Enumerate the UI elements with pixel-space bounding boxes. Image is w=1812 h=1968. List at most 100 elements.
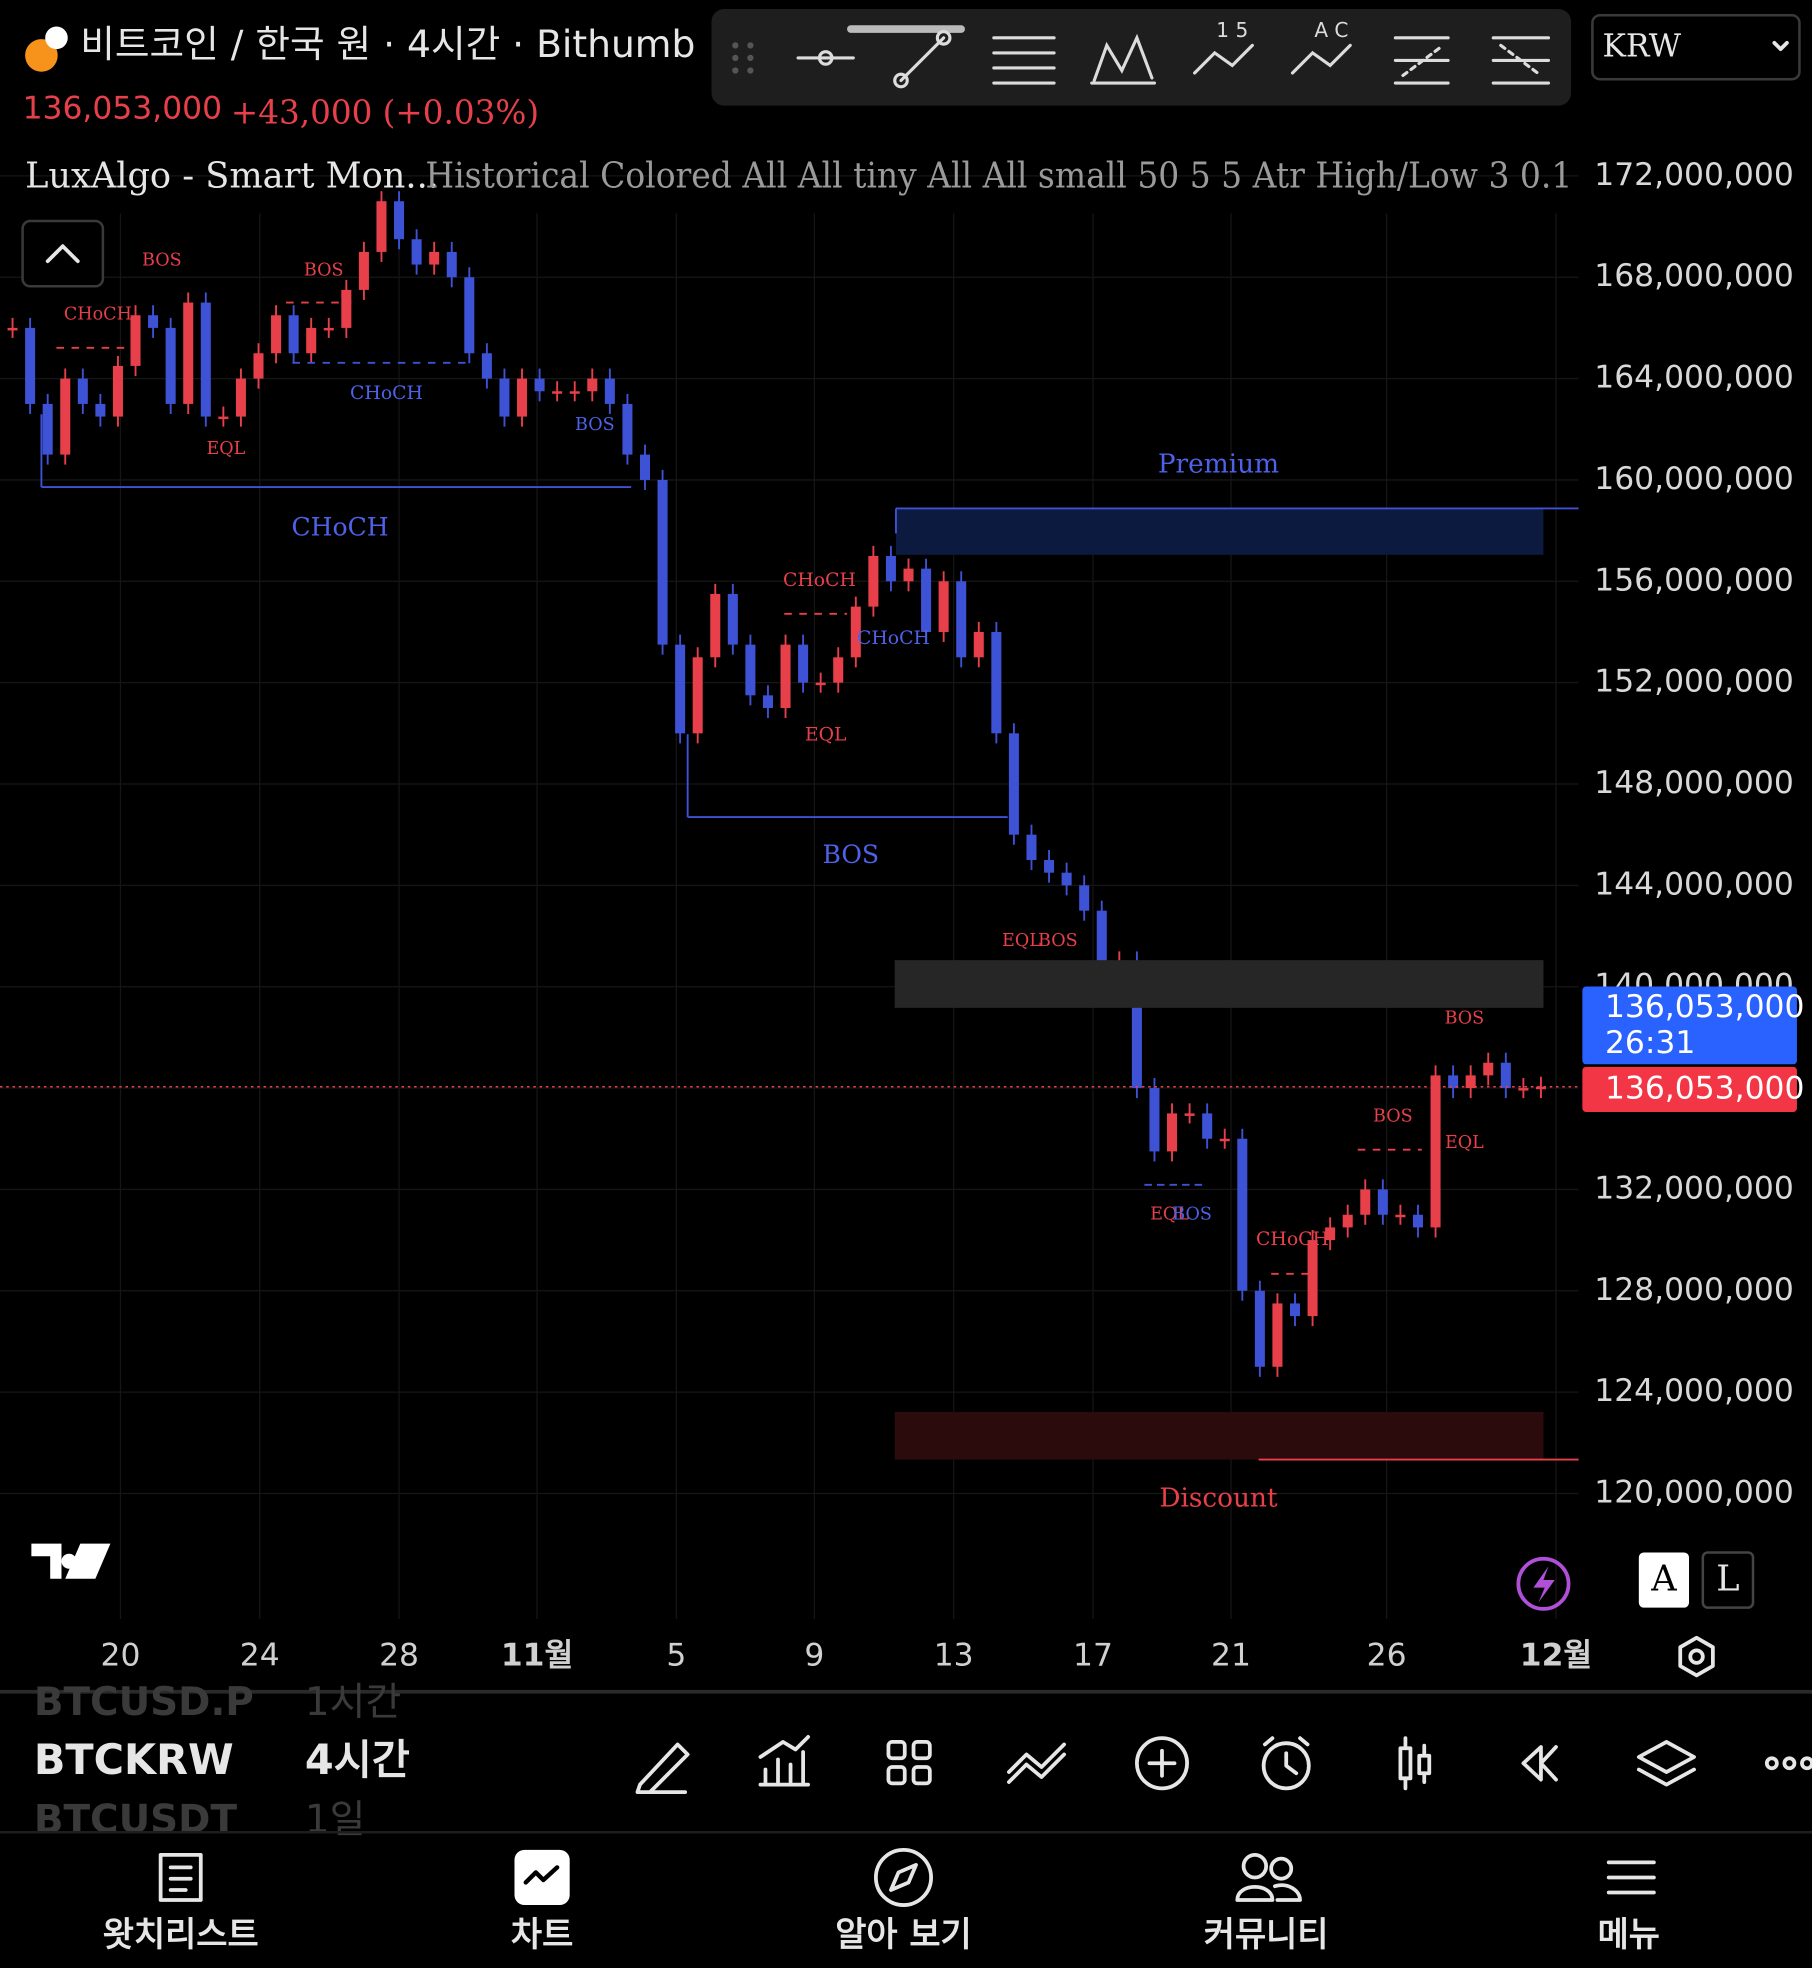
candle [1289, 1303, 1301, 1317]
annotation: BOS [304, 261, 344, 281]
candle [657, 479, 668, 645]
candle [394, 201, 405, 240]
candle [77, 378, 88, 404]
candle [183, 302, 194, 404]
candle [112, 365, 123, 417]
candle [60, 378, 71, 455]
x-tick-label: 11월 [501, 1638, 573, 1674]
annotation: EQL [1445, 1133, 1484, 1153]
candle [429, 251, 440, 265]
nav-label[interactable]: 왓치리스트 [103, 1915, 259, 1954]
log-scale-label: L [1716, 1558, 1739, 1599]
price-tag [1582, 1066, 1797, 1112]
nav-label[interactable]: 메뉴 [1598, 1915, 1660, 1954]
premium-zone [895, 508, 1544, 555]
candle [938, 581, 949, 632]
y-tick-label: 148,000,000 [1594, 765, 1794, 801]
candle [1237, 1138, 1248, 1291]
drag-handle [732, 42, 754, 74]
candle [1254, 1290, 1265, 1367]
candle [516, 378, 528, 417]
watchlist-symbol[interactable]: BTCKRW [34, 1736, 234, 1784]
candle [1395, 1214, 1406, 1218]
candle [464, 277, 475, 354]
nav-label[interactable]: 커뮤니티 [1204, 1915, 1329, 1954]
annotation: EQL [206, 439, 245, 459]
discount-zone [894, 1411, 1544, 1460]
x-tick-label: 12월 [1520, 1638, 1592, 1674]
candle [1448, 1075, 1459, 1089]
annotation: BOS [142, 251, 182, 271]
candle [552, 391, 563, 394]
y-tick-label: 172,000,000 [1594, 157, 1794, 193]
candle [833, 657, 844, 683]
auto-scale-label: A [1650, 1558, 1677, 1599]
nav-label[interactable]: 차트 [511, 1915, 573, 1954]
candle [341, 289, 352, 328]
auto-scale-button[interactable] [1638, 1552, 1690, 1608]
candle [675, 644, 686, 734]
candle [1167, 1113, 1178, 1152]
settings-icon[interactable] [1678, 1635, 1715, 1678]
candle [534, 378, 545, 392]
candle [1518, 1088, 1529, 1091]
candle [165, 327, 176, 404]
x-tick-label: 13 [934, 1638, 974, 1674]
candle [1149, 1088, 1160, 1152]
candle [253, 353, 264, 379]
candle [288, 315, 299, 354]
candle [903, 568, 914, 582]
y-tick-label: 152,000,000 [1594, 664, 1794, 700]
y-tick-label: 132,000,000 [1594, 1170, 1794, 1206]
candle [815, 682, 826, 686]
candle [1061, 872, 1072, 886]
annotation: CHoCH [857, 628, 930, 649]
countdown: 26:31 [1605, 1025, 1695, 1061]
watchlist-symbol: BTCUSDT [34, 1798, 238, 1843]
x-tick-label: 26 [1367, 1638, 1407, 1674]
log-scale-button[interactable] [1701, 1551, 1755, 1609]
toolbar-letters: A C [1314, 18, 1348, 42]
y-tick-label: 168,000,000 [1594, 258, 1794, 294]
price-tag-value: 136,053,000 [1605, 989, 1805, 1025]
annotation: BOS [1172, 1204, 1212, 1224]
candle [604, 378, 615, 404]
annotation: CHoCH [1256, 1229, 1329, 1250]
currency: KRW [1602, 28, 1681, 64]
tradingview-logo [61, 1553, 77, 1569]
dropdown-icon [1772, 40, 1789, 52]
price-change: +43,000 (+0.03%) [231, 93, 539, 131]
y-tick-label: 144,000,000 [1594, 866, 1794, 902]
collapse-button[interactable] [21, 219, 105, 288]
candle [868, 555, 879, 607]
symbol-title: 비트코인 / 한국 원 · 4시간 · Bithumb [80, 22, 695, 66]
candle [569, 391, 580, 394]
nav-label[interactable]: 알아 보기 [835, 1915, 971, 1954]
currency-select[interactable] [1591, 14, 1801, 81]
lightning-button[interactable] [1516, 1556, 1571, 1611]
candle [639, 454, 651, 480]
watchlist-symbol: BTCUSD.P [34, 1680, 254, 1725]
candle [991, 631, 1002, 734]
candle [1202, 1113, 1213, 1139]
candle [745, 644, 756, 696]
x-tick-label: 5 [666, 1638, 686, 1674]
candle [622, 403, 633, 455]
nav-icons[interactable] [158, 1847, 1656, 1907]
chart-tab-icon [523, 1865, 560, 1885]
candle [200, 302, 211, 417]
toolbar-digits: 1 5 [1216, 18, 1248, 42]
candle [446, 251, 457, 278]
candle [850, 606, 861, 658]
candle [499, 378, 510, 417]
chart-tools[interactable] [635, 1735, 1812, 1795]
candle [1377, 1189, 1388, 1215]
chevron-icon [45, 244, 80, 264]
candle [1325, 1227, 1336, 1241]
candle [921, 568, 932, 632]
candle [1430, 1075, 1441, 1228]
candle [218, 416, 229, 420]
annotation: EQL [1002, 931, 1041, 951]
toolbar-icons[interactable] [796, 30, 1551, 89]
